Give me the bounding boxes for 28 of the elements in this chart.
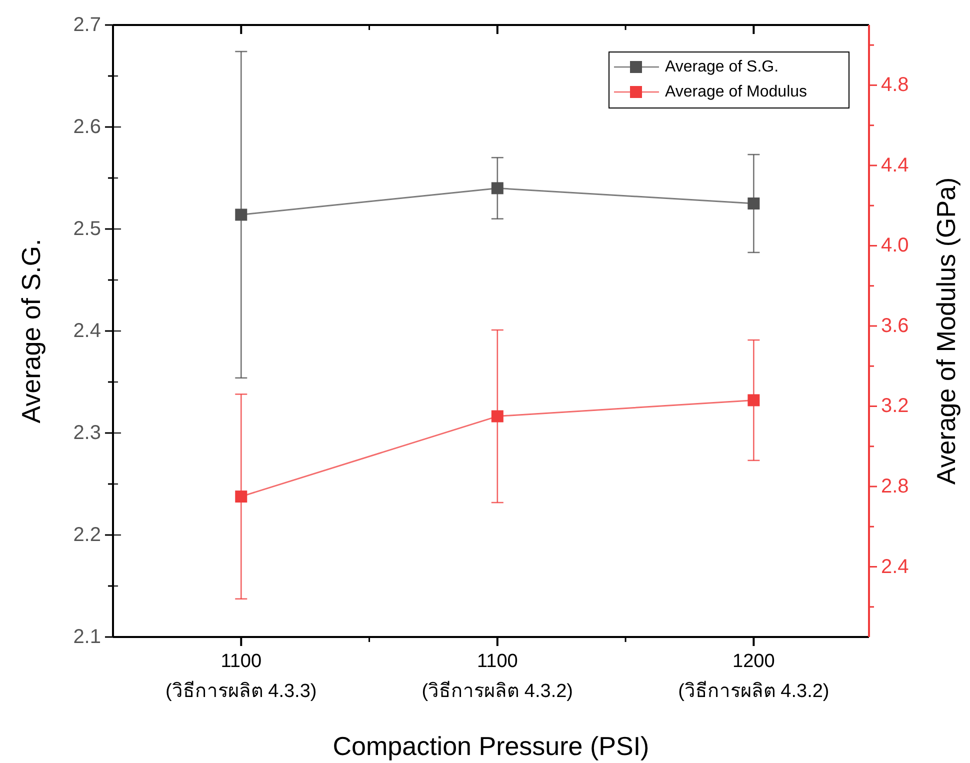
point (748, 198, 760, 210)
x-tick-label: 1200 (วิธีการผลิต 4.3.2) (678, 651, 830, 702)
y2-tick-label: 2.8 (881, 476, 909, 498)
x-axis-title: Compaction Pressure (PSI) (332, 731, 650, 761)
y-tick-label: 2.3 (73, 422, 101, 444)
y2-tick-label: 4.8 (881, 74, 909, 96)
point (235, 490, 248, 503)
legend-label: Average of Modulus (665, 84, 808, 100)
y2-tick-label: 3.2 (881, 395, 909, 418)
y-tick-label: 2.7 (73, 14, 101, 36)
point (491, 182, 504, 194)
y2-tick-label: 4.4 (881, 154, 909, 176)
y2-tick-label: 2.4 (881, 556, 909, 578)
x-tick-label: 1100 (วิธีการผลิต 4.3.2) (422, 651, 574, 702)
y-tick-label: 2.4 (73, 320, 101, 342)
legend-label: Average of S.G. (665, 58, 779, 76)
y2-axis-title: Average of Modulus (GPa) (931, 177, 961, 485)
y-tick-label: 2.6 (73, 116, 101, 138)
y-axis-title: Average of S.G. (16, 238, 46, 424)
point (235, 208, 248, 221)
y-tick-label: 2.1 (73, 626, 101, 648)
x-tick-label: 1100 (วิธีการผลิต 4.3.3) (166, 651, 317, 702)
point (748, 394, 760, 406)
y-tick-label: 2.2 (73, 524, 101, 546)
y2-tick-label: 4.0 (881, 234, 909, 257)
point (491, 410, 504, 422)
y-tick-label: 2.5 (73, 218, 101, 240)
y2-tick-label: 3.6 (881, 314, 909, 337)
